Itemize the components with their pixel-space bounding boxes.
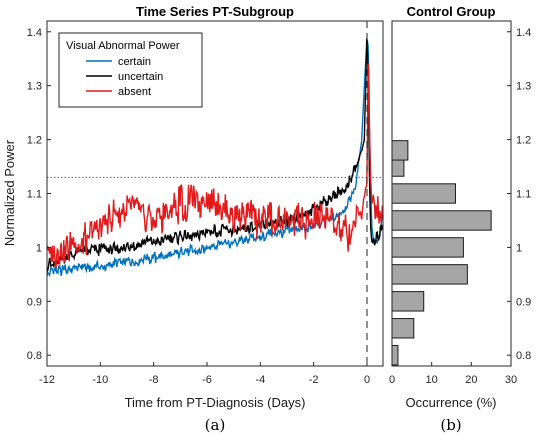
series-line-uncertain [46, 38, 384, 272]
y-tick-label: 1.4 [516, 27, 531, 39]
x-ticks: 0 10 20 30 [389, 362, 517, 386]
y-ticks: 0.8 0.9 1 1.1 1.2 1.3 1.4 [507, 27, 531, 362]
y-tick-label: 1.3 [516, 81, 531, 93]
legend-label-absent: absent [118, 86, 151, 98]
histogram-bar [391, 210, 492, 231]
panel-b-title: Control Group [407, 4, 496, 19]
legend-label-certain: certain [118, 56, 151, 68]
x-tick-label: -12 [39, 374, 55, 386]
y-tick-label: 0.9 [27, 296, 42, 308]
histogram-bar [391, 237, 464, 258]
y-tick-label: 0.9 [516, 296, 531, 308]
x-tick-label: -6 [202, 374, 212, 386]
x-ticks: -12 -10 -8 -6 -4 -2 0 [39, 362, 370, 386]
panel-b-xlabel: Occurrence (%) [405, 395, 496, 410]
x-tick-label: 0 [389, 374, 395, 386]
histogram-bar [391, 264, 468, 285]
x-tick-label: 30 [505, 374, 517, 386]
histogram-bar [391, 140, 409, 161]
y-tick-label: 1 [516, 242, 522, 254]
x-tick-label: -2 [309, 374, 319, 386]
y-tick-label: 0.8 [27, 350, 42, 362]
time-series-panel: Time Series PT-Subgroup -12 -10 -8 -6 -4 -2 0 … [2, 4, 384, 434]
legend-label-uncertain: uncertain [118, 71, 163, 83]
histogram-bar [391, 345, 399, 366]
panel-b-label: (b) [440, 416, 461, 434]
histogram-bar [391, 291, 425, 312]
y-tick-label: 1.3 [27, 81, 42, 93]
y-tick-label: 1 [36, 242, 42, 254]
panel-a-title: Time Series PT-Subgroup [136, 4, 294, 19]
y-tick-label: 1.4 [27, 27, 42, 39]
histogram-panel: Control Group 0 10 20 30 0.8 0.9 1 1.1 1.2 1.3 1.… [389, 4, 531, 434]
x-tick-label: -4 [255, 374, 265, 386]
legend-items: certain uncertain absent [86, 56, 163, 98]
panel-a-label: (a) [205, 416, 226, 434]
histogram-bar [391, 183, 456, 204]
x-tick-label: 10 [426, 374, 438, 386]
legend-title: Visual Abnormal Power [66, 40, 180, 52]
y-tick-label: 1.2 [516, 135, 531, 147]
legend-box [58, 32, 203, 108]
histogram-bar [391, 318, 415, 339]
reference-lines [47, 21, 383, 366]
y-tick-label: 0.8 [516, 350, 531, 362]
legend: Visual Abnormal Power certain uncertain ab… [58, 32, 203, 108]
x-tick-label: 20 [465, 374, 477, 386]
histogram-bars [391, 140, 492, 366]
x-tick-label: -8 [149, 374, 159, 386]
y-tick-label: 1.2 [27, 135, 42, 147]
y-tick-label: 1.1 [516, 189, 531, 201]
y-tick-label: 1.1 [27, 189, 42, 201]
x-tick-label: 0 [364, 374, 370, 386]
x-tick-label: -10 [92, 374, 108, 386]
panel-a-ylabel: Normalized Power [2, 139, 17, 246]
y-ticks: 0.8 0.9 1 1.1 1.2 1.3 1.4 [27, 27, 51, 362]
series-line-absent [46, 63, 384, 269]
series-lines [46, 38, 384, 278]
panel-a-xlabel: Time from PT-Diagnosis (Days) [125, 395, 306, 410]
